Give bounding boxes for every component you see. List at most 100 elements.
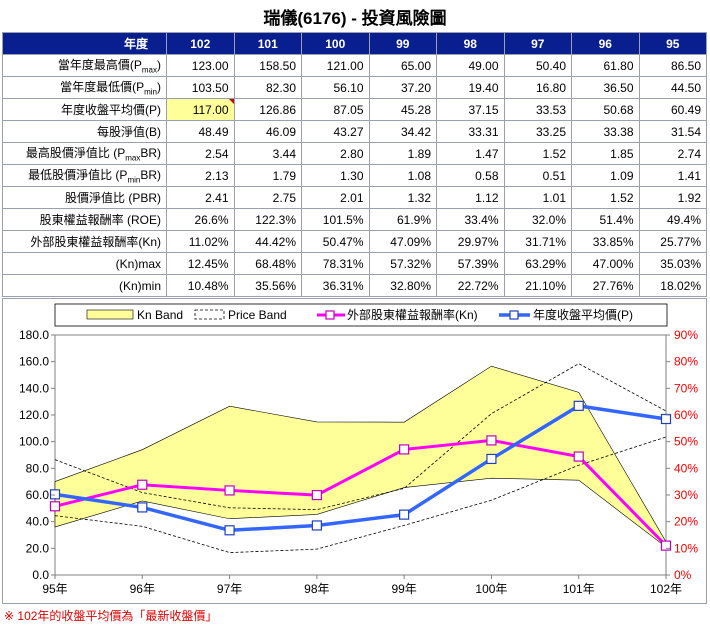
table-cell: 0.58	[436, 164, 505, 187]
table-cell: 1.79	[233, 164, 302, 187]
table-cell: 82.30	[233, 76, 302, 99]
x-axis-label: 97年	[217, 582, 242, 596]
table-cell: 1.30	[301, 164, 370, 187]
table-cell: 87.05	[301, 98, 370, 121]
left-axis-label: 180.0	[19, 328, 49, 342]
row-label-end: BR)	[140, 168, 161, 183]
table-cell: 22.72%	[436, 274, 505, 297]
table-cell: 1.52	[571, 186, 640, 209]
right-axis-label: 80%	[674, 355, 698, 369]
legend-kn-label: 外部股東權益報酬率(Kn)	[347, 307, 478, 322]
table-cell: 1.52	[503, 142, 572, 165]
table-cell: 2.75	[233, 186, 302, 209]
column-header: 101	[233, 32, 302, 55]
legend-price-marker	[509, 310, 519, 320]
column-header: 98	[436, 32, 505, 55]
right-axis-label: 90%	[674, 328, 698, 342]
table-cell: 34.42	[368, 120, 437, 143]
table-cell: 126.86	[233, 98, 302, 121]
table-row: 每股淨值(B) 48.49 46.09 43.27 34.42 33.31 33.25 33.…	[2, 120, 707, 143]
table-cell: 158.50	[233, 54, 302, 77]
row-label: 每股淨值(B)	[2, 120, 167, 143]
right-axis-label: 70%	[674, 381, 698, 395]
row-label-end: )	[157, 58, 161, 73]
row-label-main: (Kn)max	[115, 256, 161, 271]
row-label: 外部股東權益報酬率(Kn)	[2, 230, 167, 253]
x-axis-label: 96年	[130, 582, 155, 596]
table-row: 股價淨值比 (PBR) 2.41 2.75 2.01 1.32 1.12 1.01 1.52 1…	[2, 186, 707, 209]
legend-price-band-label: Price Band	[228, 308, 287, 322]
table-cell: 33.25	[503, 120, 572, 143]
table-cell: 1.85	[571, 142, 640, 165]
table-cell: 2.54	[166, 142, 235, 165]
table-cell: 50.47%	[301, 230, 370, 253]
row-label: 當年度最高價(Pmax)	[2, 54, 167, 77]
table-cell: 33.53	[503, 98, 572, 121]
table-cell: 1.41	[638, 164, 707, 187]
table-cell: 32.80%	[368, 274, 437, 297]
kn-line	[54, 438, 668, 547]
table-cell: 1.08	[368, 164, 437, 187]
left-axis-label: 80.0	[26, 461, 50, 475]
left-axis-label: 120.0	[19, 408, 49, 422]
price-band-max-line	[54, 363, 667, 511]
kn-point	[49, 501, 61, 512]
column-header: 99	[368, 32, 437, 55]
price-point	[224, 525, 235, 536]
right-axis-label: 30%	[674, 488, 698, 502]
x-axis-label: 95年	[42, 582, 67, 596]
row-label: 當年度最低價(Pmin)	[2, 76, 167, 99]
right-axis-label: 50%	[674, 435, 698, 449]
kn-point	[137, 479, 148, 490]
table-cell: 36.31%	[301, 274, 370, 297]
table-cell: 33.4%	[436, 208, 505, 231]
column-header: 100	[301, 32, 370, 55]
table-cell: 101.5%	[301, 208, 370, 231]
row-label-main: 每股淨值(B)	[97, 125, 161, 139]
table-cell: 48.49	[166, 120, 235, 143]
price-point	[399, 509, 410, 520]
table-row: 最高股價淨值比 (PmaxBR) 2.54 3.44 2.80 1.89 1.47 1.52…	[2, 142, 707, 165]
column-header: 96	[571, 32, 640, 55]
left-axis-label: 60.0	[26, 488, 50, 502]
table-cell: 1.47	[436, 142, 505, 165]
kn-point	[660, 540, 672, 551]
table-row: 外部股東權益報酬率(Kn) 11.02% 44.42% 50.47% 47.09% 29.…	[2, 230, 707, 253]
price-point	[311, 520, 322, 531]
table-cell: 1.01	[503, 186, 572, 209]
table-cell: 1.12	[436, 186, 505, 209]
x-axis-label: 101年	[563, 582, 595, 596]
table-cell: 45.28	[368, 98, 437, 121]
table-cell: 49.00	[436, 54, 505, 77]
table-row: 當年度最高價(Pmax) 123.00 158.50 121.00 65.00 49.00…	[2, 54, 707, 77]
legend-kn-marker	[325, 310, 335, 320]
table-cell: 25.77%	[638, 230, 707, 253]
table-row: 股東權益報酬率 (ROE) 26.6% 122.3% 101.5% 61.9% 33.4%…	[2, 208, 707, 231]
table-cell: 36.50	[571, 76, 640, 99]
table-cell: 44.50	[638, 76, 707, 99]
row-label-end: BR)	[140, 146, 161, 161]
price-point	[486, 453, 497, 465]
table-cell: 47.00%	[571, 252, 640, 275]
table-cell: 117.00	[166, 98, 235, 121]
price-point	[49, 489, 61, 500]
x-axis-label: 100年	[475, 582, 507, 596]
row-label: 股東權益報酬率 (ROE)	[2, 208, 167, 231]
column-header: 97	[503, 32, 572, 55]
legend-price-band-swatch	[194, 309, 225, 320]
table-cell: 50.68	[571, 98, 640, 121]
row-label: (Kn)max	[2, 252, 167, 275]
table-cell: 11.02%	[166, 230, 235, 253]
row-label-main: (Kn)min	[118, 278, 161, 293]
table-cell: 29.97%	[436, 230, 505, 253]
table-cell: 123.00	[166, 54, 235, 77]
row-label: 最高股價淨值比 (PmaxBR)	[2, 142, 167, 165]
table-cell: 61.80	[571, 54, 640, 77]
kn-point	[486, 435, 497, 446]
table-cell: 60.49	[638, 98, 707, 121]
table-cell: 35.03%	[638, 252, 707, 275]
left-axis-label: 140.0	[19, 381, 49, 395]
table-header-row: 年度 102 101 100 99 98 97 96 95	[2, 32, 707, 55]
price-line	[54, 404, 667, 533]
table-cell: 16.80	[503, 76, 572, 99]
